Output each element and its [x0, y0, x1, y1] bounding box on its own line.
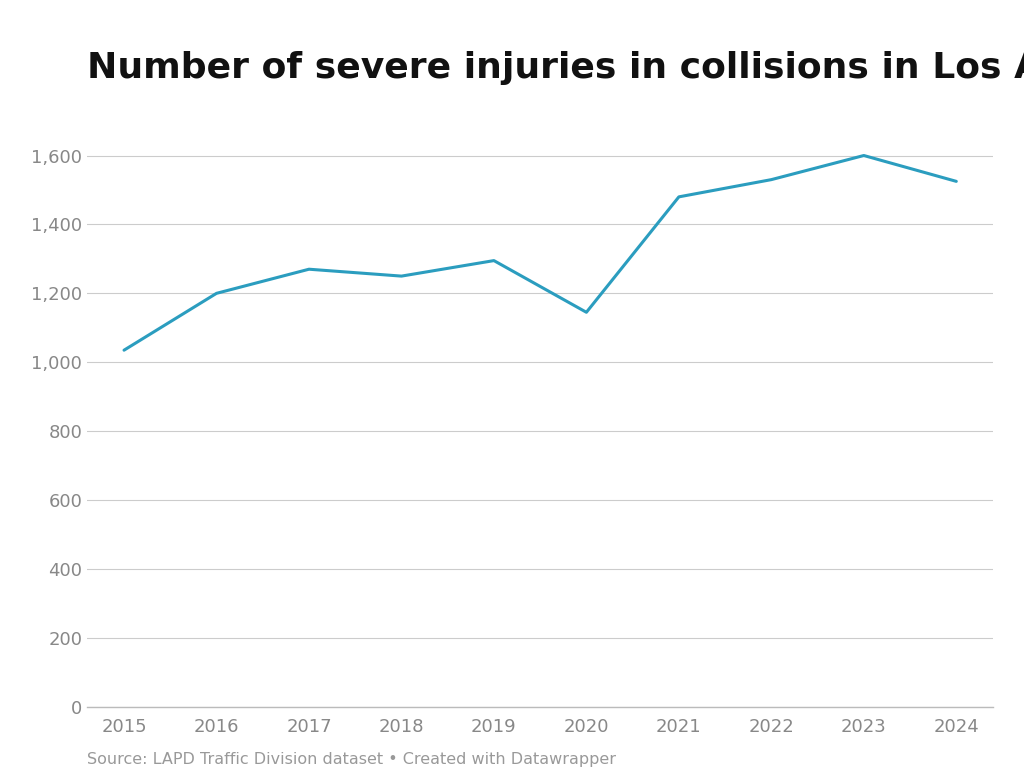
Text: Number of severe injuries in collisions in Los Angeles: Number of severe injuries in collisions … — [87, 51, 1024, 85]
Text: Source: LAPD Traffic Division dataset • Created with Datawrapper: Source: LAPD Traffic Division dataset • … — [87, 752, 616, 767]
